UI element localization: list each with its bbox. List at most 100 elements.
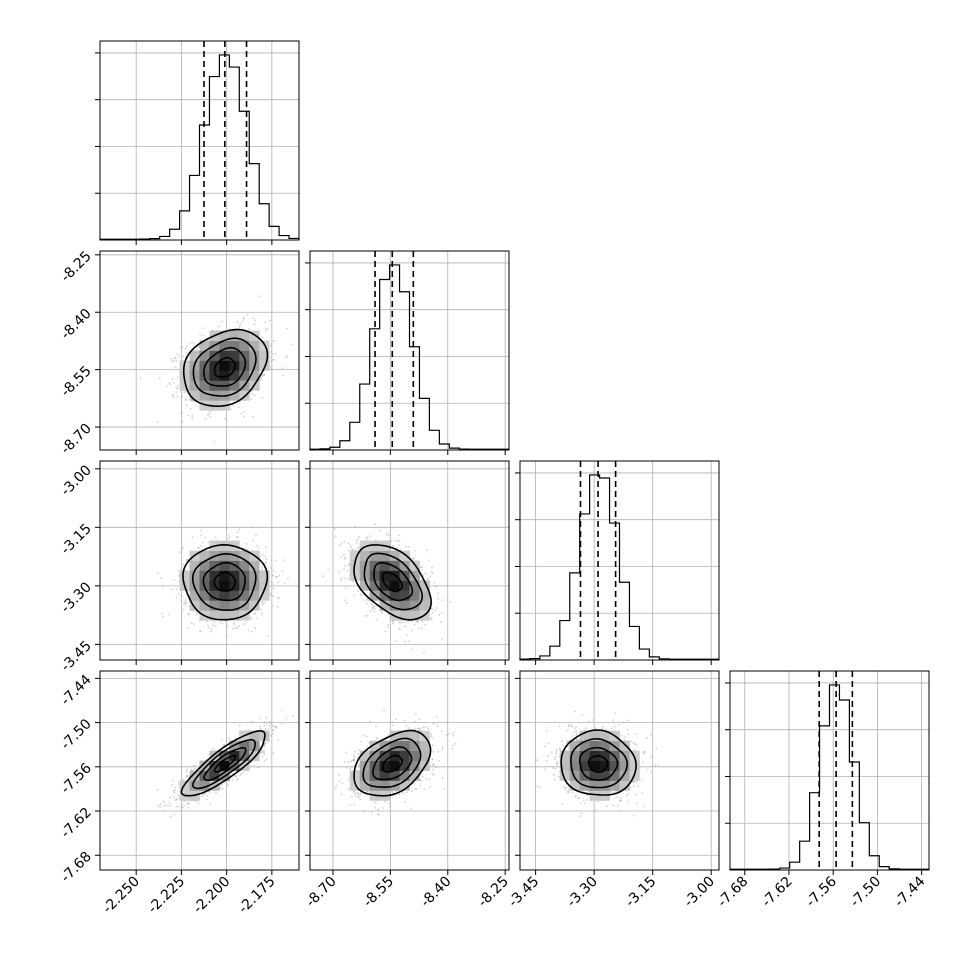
panel-hist-2 <box>515 460 720 661</box>
density-cell <box>239 740 250 751</box>
density-cell <box>189 780 200 791</box>
density-cell <box>219 350 230 361</box>
density-cell <box>389 740 400 751</box>
density-cell <box>419 750 430 761</box>
density-cell <box>219 550 230 561</box>
density-cell <box>219 600 230 611</box>
contour-1 <box>373 561 414 602</box>
density-cell <box>399 750 410 761</box>
density-cell <box>619 760 630 771</box>
density-cell <box>559 770 571 781</box>
x-tick-label: -7.44 <box>892 873 929 910</box>
density-cell <box>609 770 620 781</box>
density-cell <box>369 550 381 561</box>
y-tick-label: -7.68 <box>58 849 95 886</box>
density-cell <box>219 560 230 571</box>
density-cell <box>369 570 381 581</box>
density-cell <box>409 600 420 611</box>
density-cell <box>189 390 200 401</box>
x-tick-label: -8.40 <box>418 874 455 911</box>
density-cell <box>599 770 610 781</box>
density-cell <box>379 570 390 581</box>
x-tick-label: -7.50 <box>847 874 884 911</box>
density-cell <box>599 750 610 761</box>
density-cell <box>189 600 200 611</box>
density-cell <box>189 370 200 381</box>
density-cell <box>209 760 220 771</box>
density-cell <box>239 750 250 761</box>
density-cell <box>389 760 400 771</box>
density-cell <box>239 560 250 571</box>
density-cell <box>379 770 390 781</box>
density-cell <box>349 780 361 791</box>
density-cell <box>219 570 230 581</box>
density-cell <box>229 570 240 581</box>
x-tick-label: -7.62 <box>759 874 796 911</box>
density-cell <box>599 760 610 771</box>
density-cell <box>399 600 410 611</box>
panel-hist-3 <box>725 670 930 871</box>
density-cell <box>399 550 410 561</box>
density-cell <box>369 740 381 751</box>
density-cell <box>369 750 381 761</box>
density-cell <box>259 590 270 601</box>
density-cell <box>249 370 260 381</box>
density-cell <box>229 610 240 621</box>
density-cell <box>209 560 220 571</box>
density-cell <box>399 760 410 771</box>
density-cell <box>359 580 371 591</box>
density-cell <box>239 390 250 401</box>
density-cell <box>409 730 420 742</box>
density-cell <box>399 780 410 791</box>
density-cell <box>209 780 220 791</box>
density-cell <box>179 570 190 581</box>
histogram-0 <box>99 54 300 240</box>
y-tick-label: -7.62 <box>58 805 95 842</box>
contour-2 <box>363 552 424 611</box>
density-cell <box>409 750 420 761</box>
density-cell <box>199 590 210 601</box>
density-cell <box>419 590 430 601</box>
density-cell <box>619 740 630 751</box>
density-cell <box>219 610 230 621</box>
density-cell <box>219 540 230 551</box>
density-cell <box>359 550 371 561</box>
panel-2d-3-0 <box>99 670 300 871</box>
contour-0 <box>213 356 237 378</box>
panel-2d-1-0 <box>99 250 300 451</box>
contour-1 <box>372 746 413 781</box>
density-cell <box>359 750 371 761</box>
density-cell <box>199 760 210 771</box>
density-cell <box>379 600 390 611</box>
density-cell <box>409 580 420 591</box>
contour-2 <box>192 337 257 397</box>
density-cell <box>239 590 250 601</box>
density-cell <box>599 730 610 742</box>
density-cell <box>399 580 410 591</box>
panel-2d-3-2 <box>519 670 720 871</box>
density-cell <box>409 590 420 601</box>
density-cell <box>419 580 430 591</box>
density-cell <box>419 600 430 611</box>
y-tick-label: -8.70 <box>58 421 95 458</box>
density-cell <box>599 740 610 751</box>
x-tick-label: -3.45 <box>506 874 543 911</box>
y-tick-label: -8.55 <box>58 363 95 400</box>
histogram-2 <box>519 474 720 660</box>
y-tick-label: -7.44 <box>58 672 95 709</box>
density-cell <box>199 340 210 351</box>
contour-3 <box>560 729 637 796</box>
panel-frame <box>519 460 720 661</box>
density-cell <box>229 600 240 611</box>
density-cell <box>199 400 210 411</box>
density-cell <box>369 540 381 551</box>
x-tick-label: -3.30 <box>564 874 601 911</box>
y-tick-label: -7.50 <box>58 716 95 753</box>
density-cell <box>229 380 240 391</box>
density-cell <box>219 360 230 371</box>
x-tick-label: -8.55 <box>360 874 397 911</box>
density-cell <box>389 550 400 561</box>
density-cell <box>629 760 640 771</box>
density-cell <box>589 760 600 771</box>
density-cell <box>389 590 400 601</box>
